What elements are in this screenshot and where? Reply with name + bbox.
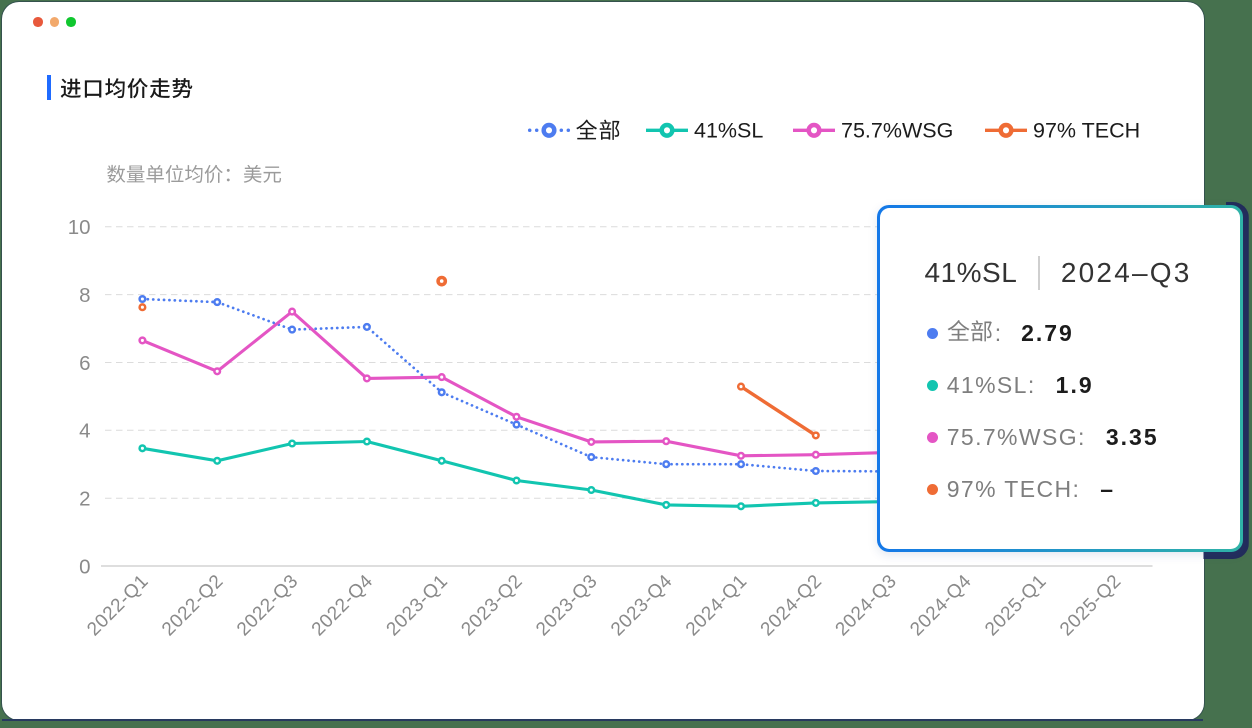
svg-text:2022-Q4: 2022-Q4 [308,571,378,641]
svg-text:2023-Q4: 2023-Q4 [607,571,677,641]
svg-text:2024-Q3: 2024-Q3 [832,571,902,641]
svg-text:2025-Q1: 2025-Q1 [981,571,1051,641]
svg-text:2023-Q3: 2023-Q3 [532,571,602,641]
svg-text:6: 6 [79,352,90,375]
svg-text:2023-Q2: 2023-Q2 [457,571,527,641]
svg-text:2023-Q1: 2023-Q1 [383,571,453,641]
svg-text:41%SL: 41%SL [694,119,763,143]
svg-text:10: 10 [68,216,91,239]
svg-text:4: 4 [79,420,90,443]
svg-text:8: 8 [79,284,90,307]
svg-text:75.7%WSG: 75.7%WSG [841,119,953,143]
svg-text:2022-Q2: 2022-Q2 [158,571,228,641]
svg-text:2022-Q1: 2022-Q1 [83,571,153,641]
svg-text:2024-Q2: 2024-Q2 [757,571,827,641]
svg-text:2025-Q2: 2025-Q2 [1056,571,1126,641]
svg-text:2022-Q3: 2022-Q3 [233,571,303,641]
svg-text:0: 0 [79,555,90,578]
svg-text:2: 2 [79,488,90,511]
svg-text:2024-Q4: 2024-Q4 [906,571,976,641]
svg-text:2024-Q1: 2024-Q1 [682,571,752,641]
svg-text:97% TECH: 97% TECH [1033,119,1140,143]
